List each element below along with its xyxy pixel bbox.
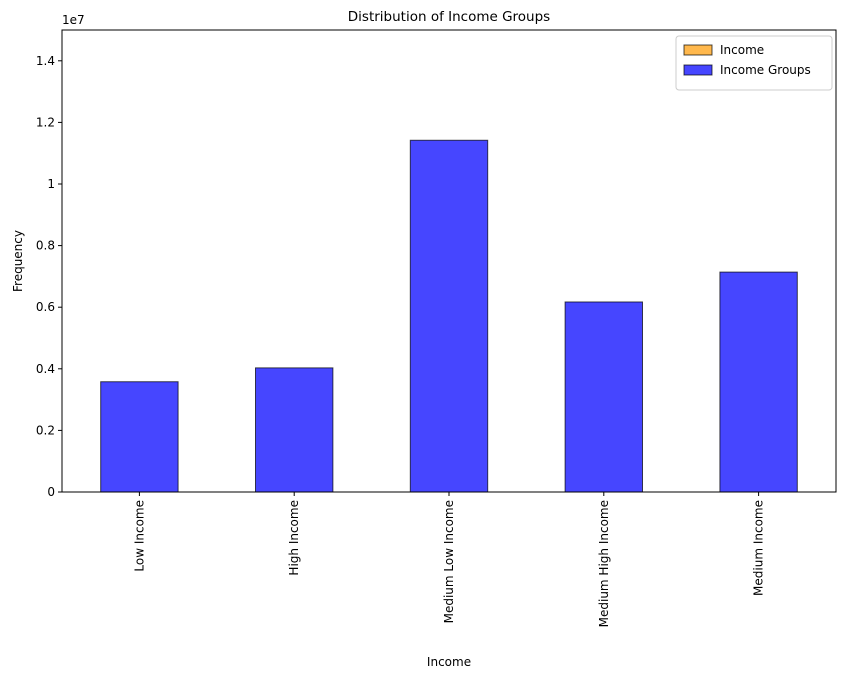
x-tick-label: Medium Low Income [442,500,456,623]
x-tick-label: Medium High Income [597,500,611,627]
bar [100,381,179,493]
legend-box [675,35,833,91]
y-tick-label: 0.4 [36,362,55,376]
bar [409,139,489,493]
y-tick-label: 1.2 [36,115,55,129]
y-tick-label: 1 [47,177,55,191]
legend-label: Income Groups [720,63,811,77]
x-axis-label: Income [427,655,471,669]
bar [255,367,334,493]
y-tick-label: 0.2 [36,423,55,437]
x-tick-label: Medium Income [752,500,766,596]
bar [719,271,798,493]
chart-title: Distribution of Income Groups [348,9,550,25]
legend-swatch [683,44,713,56]
y-tick-label: 1.4 [36,54,55,68]
y-tick-label: 0.6 [36,300,55,314]
legend-swatch [683,64,713,76]
x-tick-label: High Income [287,500,301,576]
x-tick-label: Low Income [132,500,146,572]
plot-frame [61,29,837,493]
y-offset-label: 1e7 [62,13,85,27]
y-tick-label: 0.8 [36,239,55,253]
legend-label: Income [720,43,764,57]
y-tick-label: 0 [47,485,55,499]
y-axis-label: Frequency [11,230,25,292]
bar [564,301,643,493]
